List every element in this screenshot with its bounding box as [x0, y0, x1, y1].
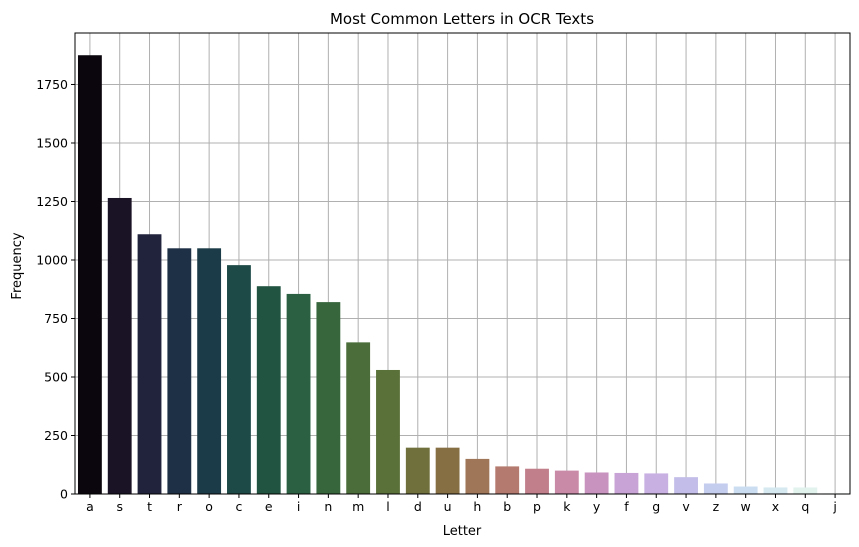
- chart-title: Most Common Letters in OCR Texts: [330, 10, 594, 28]
- x-tick-label: u: [444, 499, 452, 514]
- bar-i: [286, 293, 311, 494]
- x-axis-title: Letter: [443, 524, 482, 539]
- bar-v: [674, 477, 698, 494]
- x-tick-label: n: [324, 499, 332, 514]
- bar-t: [137, 234, 162, 495]
- bar-g: [644, 473, 669, 494]
- bar-a: [77, 55, 102, 495]
- bar-f: [614, 472, 639, 494]
- bar-y: [584, 472, 609, 494]
- x-tick-label: e: [265, 499, 273, 514]
- x-tick-label: r: [177, 499, 183, 514]
- x-tick-label: c: [236, 499, 243, 514]
- bar-h: [465, 458, 490, 494]
- x-tick-label: j: [832, 499, 836, 514]
- bar-k: [554, 470, 579, 494]
- x-tick-label: q: [801, 499, 809, 514]
- bar-b: [495, 466, 520, 494]
- bar-o: [197, 248, 222, 494]
- bar-x: [763, 487, 788, 494]
- x-tick-label: f: [624, 499, 629, 514]
- y-axis-title: Frequency: [10, 232, 25, 299]
- bar-q: [793, 487, 818, 494]
- x-tick-label: b: [503, 499, 511, 514]
- x-tick-label: y: [593, 499, 601, 514]
- x-tick-label: g: [652, 499, 660, 514]
- bar-r: [167, 248, 192, 494]
- y-tick-label: 1000: [36, 252, 68, 267]
- y-tick-label: 750: [44, 311, 68, 326]
- x-tick-label: a: [86, 499, 94, 514]
- x-tick-label: k: [563, 499, 571, 514]
- bar-m: [346, 342, 371, 494]
- x-tick-label: x: [772, 499, 779, 514]
- x-tick-label: w: [741, 499, 751, 514]
- bars-layer: [77, 55, 848, 495]
- bar-c: [227, 265, 251, 494]
- bar-l: [376, 369, 400, 494]
- y-tick-label: 500: [44, 369, 68, 384]
- bar-u: [435, 447, 460, 494]
- ticks-layer: 0 250 500 750 1000 1250 1500 1750 a s t r o c e i n m l d u h…: [36, 77, 837, 514]
- bar-s: [107, 197, 132, 494]
- y-tick-label: 250: [44, 428, 68, 443]
- bar-z: [703, 483, 728, 494]
- x-tick-label: p: [533, 499, 541, 514]
- bar-w: [733, 486, 758, 494]
- x-tick-label: z: [713, 499, 720, 514]
- y-tick-label: 1500: [36, 135, 68, 150]
- bar-d: [405, 447, 430, 494]
- x-tick-label: l: [386, 499, 389, 514]
- bar-e: [256, 286, 281, 494]
- x-tick-label: d: [414, 499, 422, 514]
- x-tick-label: h: [473, 499, 481, 514]
- y-tick-label: 0: [60, 487, 68, 502]
- bar-n: [316, 302, 341, 494]
- bar-p: [525, 468, 549, 494]
- x-tick-label: v: [682, 499, 690, 514]
- x-tick-label: m: [352, 499, 364, 514]
- y-tick-label: 1250: [36, 194, 68, 209]
- plot-frame: [74, 32, 851, 495]
- y-tick-label: 1750: [36, 77, 68, 92]
- x-tick-label: o: [205, 499, 213, 514]
- x-tick-label: i: [297, 499, 300, 514]
- x-tick-label: t: [147, 499, 152, 514]
- x-tick-label: s: [116, 499, 123, 514]
